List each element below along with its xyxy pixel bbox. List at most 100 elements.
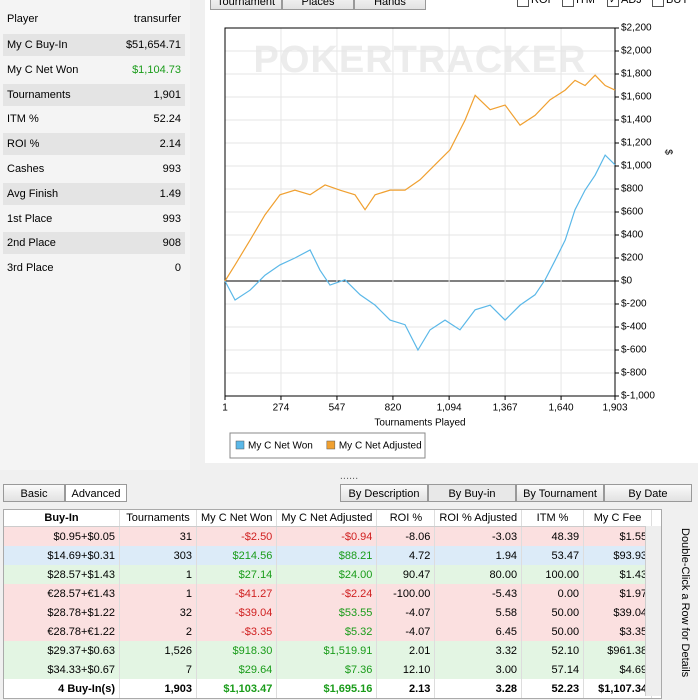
table-cell: $28.78+$1.22 [4,603,120,622]
column-header[interactable]: My C Net Won [196,510,278,527]
group-button[interactable]: By Buy-in [428,484,516,502]
y-tick-label: $600 [621,207,644,218]
table-row[interactable]: $34.33+$0.67 7 $29.64 $7.36 12.10 3.00 57.14 $4… [4,660,653,679]
group-button[interactable]: By Description [340,484,428,502]
table-cell: $4.69 [583,660,653,679]
table-cell: -3.03 [434,526,523,546]
table-cell: 2.13 [376,679,436,698]
y-axis-label: $ [662,149,673,155]
header-row: Buy-In Tournaments My C Net Won My C Net Ad… [4,510,653,527]
table-cell: $3.35 [583,622,653,641]
table-row[interactable]: $0.95+$0.05 31 -$2.50 -$0.94 -8.06 -3.03 48.39… [4,526,653,546]
scrollbar[interactable] [645,526,661,696]
table-cell: $34.33+$0.67 [4,660,120,679]
table-cell: 50.00 [521,622,585,641]
table-cell: $28.57+$1.43 [4,565,120,584]
side-note: Double-Click a Row for Details [679,528,691,678]
view-button[interactable]: Advanced [65,484,127,502]
table-cell: 3.32 [434,641,523,660]
table-row[interactable]: $29.37+$0.63 1,526 $918.30 $1,519.91 2.01 3.3… [4,641,653,660]
table-cell: $5.32 [276,622,378,641]
watermark: POKERTRACKER [254,39,587,81]
table-cell: 48.39 [521,526,585,546]
tab-button[interactable]: Hands [354,0,426,10]
table-cell: -$41.27 [196,584,278,603]
table-cell: 1 [119,565,197,584]
table-row[interactable]: €28.57+€1.43 1 -$41.27 -$2.24 -100.00 -5.43 0.… [4,584,653,603]
y-tick-label: $2,000 [621,46,652,57]
column-header[interactable]: ROI % Adjusted [434,510,523,527]
stat-value: 1,901 [153,88,181,101]
tab-button[interactable]: Tournament [210,0,282,10]
stat-row: ITM % 52.24 [3,108,185,130]
table-cell: 303 [119,546,197,565]
table-cell: $29.37+$0.63 [4,641,120,660]
table-cell: $1,103.47 [196,679,278,698]
column-header[interactable]: My C Net Adjusted [276,510,378,527]
chart: POKERTRACKER $-1,000 $-800 $-600 $-400 $-200 $… [222,23,673,459]
table-row[interactable]: €28.78+€1.22 2 -$3.35 $5.32 -4.07 6.45 50.00 $3… [4,622,653,641]
table-cell: $39.04 [583,603,653,622]
y-tick-label: $2,200 [621,23,652,34]
table-cell: -$0.94 [276,526,378,546]
series-line [224,154,616,352]
table-cell: $1.43 [583,565,653,584]
table-cell: $53.55 [276,603,378,622]
column-header[interactable]: Buy-In [4,510,120,527]
stat-label: Avg Finish [7,187,59,200]
table-cell: -8.06 [376,526,436,546]
y-tick-label: $0 [621,276,633,287]
stat-row: Cashes 993 [3,158,185,180]
table-cell: $29.64 [196,660,278,679]
table-cell: $961.38 [583,641,653,660]
table-cell: -$3.35 [196,622,278,641]
checkbox-label: ITM [576,0,595,6]
column-header[interactable]: ROI % [376,510,436,527]
series-line [224,74,616,282]
group-button[interactable]: By Date [604,484,692,502]
stat-value: 52.24 [153,113,181,126]
table-cell: 1 [119,584,197,603]
table-cell: $24.00 [276,565,378,584]
table-cell: $14.69+$0.31 [4,546,120,565]
table-cell: $1,519.91 [276,641,378,660]
stat-value: 908 [162,237,181,250]
group-button[interactable]: By Tournament [516,484,604,502]
table-cell: -$2.50 [196,526,278,546]
table-cell: 0.00 [521,584,585,603]
stat-label: 1st Place [7,212,53,225]
column-header[interactable]: My C Fee [583,510,653,527]
x-tick-label: 1,367 [493,403,518,414]
checkbox[interactable] [517,0,529,7]
table-cell: 6.45 [434,622,523,641]
table-row[interactable]: $28.57+$1.43 1 $27.14 $24.00 90.47 80.00 100.0… [4,565,653,584]
table-cell: $93.93 [583,546,653,565]
checkbox[interactable] [562,0,574,7]
total-row: 4 Buy-In(s) 1,903 $1,103.47 $1,695.16 2.13 3.… [4,679,653,698]
column-header[interactable]: Tournaments [119,510,197,527]
table-cell: 3.28 [434,679,523,698]
table-cell: 2 [119,622,197,641]
table-cell: 32 [119,603,197,622]
y-tick-label: $1,400 [621,115,652,126]
stat-value: 993 [162,212,181,225]
x-tick-label: 274 [273,403,290,414]
stat-label: ITM % [7,113,39,126]
table-cell: 80.00 [434,565,523,584]
column-header[interactable]: ITM % [521,510,585,527]
table-cell: $918.30 [196,641,278,660]
table-row[interactable]: $14.69+$0.31 303 $214.56 $88.21 4.72 1.94 53.4… [4,546,653,565]
checkbox[interactable]: ✓ [607,0,619,7]
table-cell: -$39.04 [196,603,278,622]
tab-button[interactable]: Places [282,0,354,10]
table-row[interactable]: $28.78+$1.22 32 -$39.04 $53.55 -4.07 5.58 50.0… [4,603,653,622]
view-button[interactable]: Basic [3,484,65,502]
stat-value: transurfer [133,13,181,25]
y-tick-label: $-200 [621,299,647,310]
table-cell: $27.14 [196,565,278,584]
y-tick-label: $1,800 [621,69,652,80]
checkbox[interactable] [652,0,664,7]
table-cell: $1.97 [583,584,653,603]
stat-row: My C Buy-In $51,654.71 [3,34,185,56]
table-cell: 2.01 [376,641,436,660]
